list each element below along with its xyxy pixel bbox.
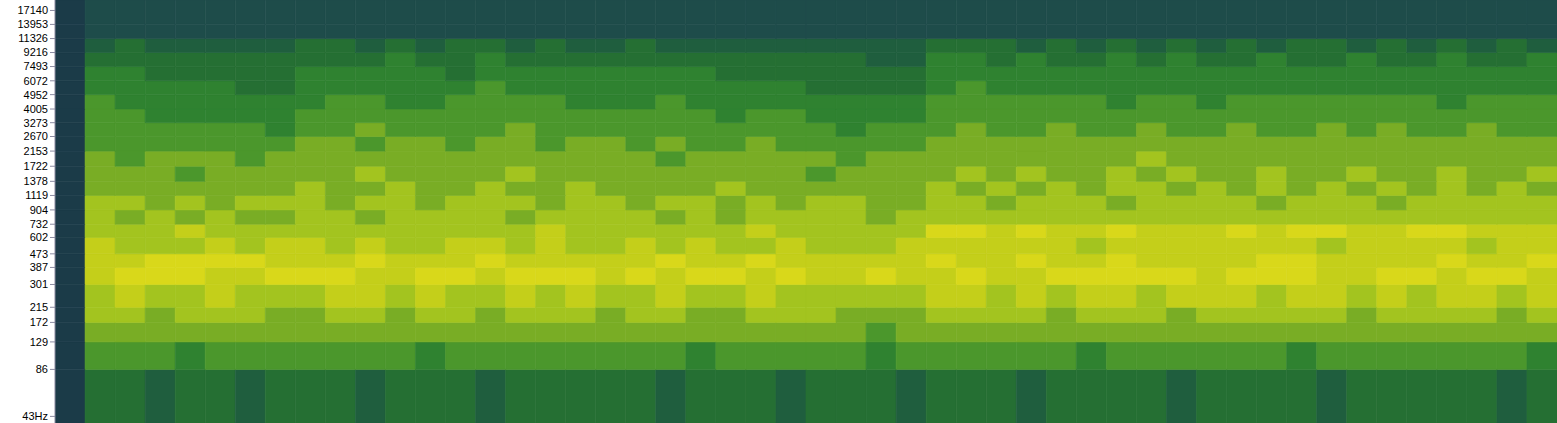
svg-text:301: 301 [30,278,48,290]
svg-text:2670: 2670 [24,130,48,142]
svg-text:904: 904 [30,204,48,216]
svg-text:9216: 9216 [24,46,48,58]
svg-text:1378: 1378 [24,175,48,187]
svg-text:6072: 6072 [24,75,48,87]
svg-text:129: 129 [30,336,48,348]
svg-text:7493: 7493 [24,60,48,72]
svg-text:13953: 13953 [17,18,48,30]
svg-text:215: 215 [30,301,48,313]
svg-text:17140: 17140 [17,4,48,16]
svg-text:473: 473 [30,248,48,260]
svg-text:3273: 3273 [24,117,48,129]
svg-text:387: 387 [30,261,48,273]
svg-text:43Hz: 43Hz [22,410,48,422]
svg-text:2153: 2153 [24,145,48,157]
svg-text:1722: 1722 [24,160,48,172]
svg-text:732: 732 [30,218,48,230]
svg-text:4952: 4952 [24,89,48,101]
svg-text:4005: 4005 [24,103,48,115]
svg-text:86: 86 [36,363,48,375]
svg-text:172: 172 [30,316,48,328]
svg-text:602: 602 [30,231,48,243]
svg-text:11326: 11326 [18,32,48,44]
svg-text:1119: 1119 [25,189,48,201]
